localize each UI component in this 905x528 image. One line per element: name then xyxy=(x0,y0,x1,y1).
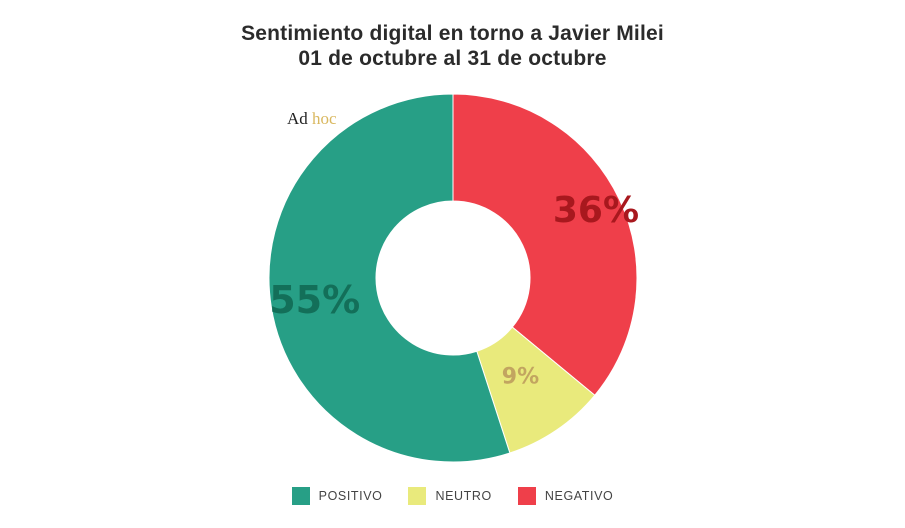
logo-word-ad: Ad xyxy=(287,109,308,128)
legend-swatch-negativo xyxy=(517,487,536,505)
chart-title: Sentimiento digital en torno a Javier Mi… xyxy=(241,22,664,45)
legend-item-negativo: NEGATIVO xyxy=(517,487,614,505)
legend-swatch-neutro xyxy=(408,487,427,505)
slice-label-positivo: 55% xyxy=(269,278,360,322)
slice-label-neutro: 9% xyxy=(502,365,539,390)
legend: POSITIVO NEUTRO NEGATIVO xyxy=(0,487,905,505)
legend-label-negativo: NEGATIVO xyxy=(544,489,614,503)
legend-label-positivo: POSITIVO xyxy=(318,489,383,503)
legend-item-positivo: POSITIVO xyxy=(291,487,383,505)
chart-subtitle: 01 de octubre al 31 de octubre xyxy=(298,47,607,70)
slice-negativo xyxy=(452,93,638,396)
ad-hoc-logo: Ad hoc xyxy=(287,109,337,129)
legend-item-neutro: NEUTRO xyxy=(408,487,491,505)
slice-label-negativo: 36% xyxy=(553,190,639,231)
legend-swatch-positivo xyxy=(291,487,310,505)
legend-label-neutro: NEUTRO xyxy=(435,489,492,503)
slice-positivo xyxy=(268,93,511,463)
logo-word-hoc: hoc xyxy=(312,109,337,128)
